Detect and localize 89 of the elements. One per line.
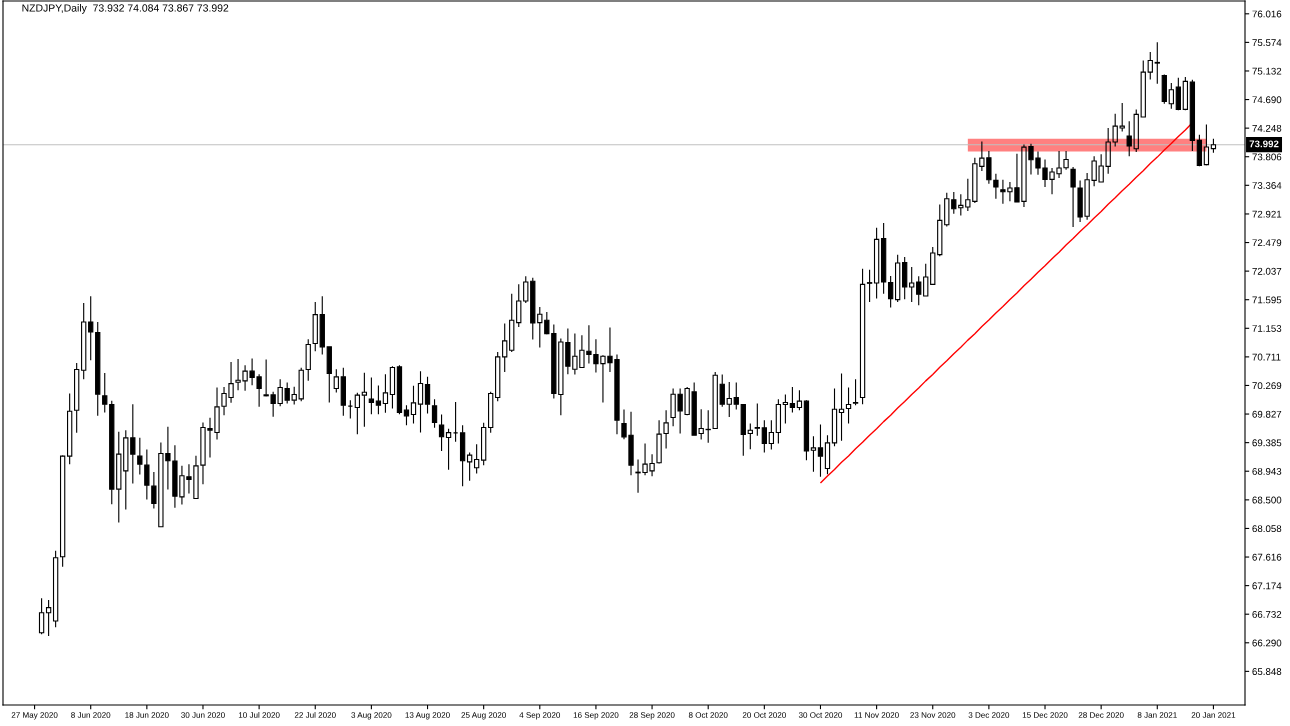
x-tick-label: 13 Aug 2020 [405, 712, 450, 720]
x-tick-label: 25 Aug 2020 [461, 712, 506, 720]
x-tick-label: 15 Dec 2020 [1022, 712, 1068, 718]
candlestick [438, 413, 445, 452]
x-tick-label: 8 Jun 2020 [71, 712, 111, 718]
y-tick-label: 73.364 [1252, 182, 1282, 189]
x-tick-label: 8 Jan 2021 [1137, 712, 1177, 718]
candlestick [319, 295, 325, 356]
candlestick [67, 392, 73, 465]
candlestick [1154, 41, 1160, 85]
candlestick [880, 222, 887, 295]
x-tick-label: 22 Jul 2020 [294, 711, 336, 718]
candlestick [789, 386, 796, 414]
x-tick-label: 11 Nov 2020 [854, 712, 899, 718]
x-tick-label: 30 Oct 2020 [798, 712, 843, 718]
y-tick-label: 71.153 [1252, 325, 1282, 332]
y-tick-label: 74.690 [1252, 96, 1282, 104]
candlestick [312, 301, 318, 352]
y-tick-label: 69.827 [1252, 410, 1282, 418]
x-tick-label: 3 Aug 2020 [351, 712, 392, 720]
y-tick-label: 75.574 [1252, 39, 1282, 47]
ref-line-label: 73.992 [1249, 140, 1279, 148]
candlestick [656, 419, 662, 464]
x-tick-label: 20 Oct 2020 [742, 712, 786, 718]
candlestick [45, 599, 52, 637]
x-tick-label: 23 Nov 2020 [910, 712, 956, 718]
x-tick-label: 30 Jun 2020 [181, 712, 225, 718]
x-tick-label: 4 Sep 2020 [519, 712, 561, 720]
candlestick [410, 385, 417, 425]
y-tick-label: 67.174 [1252, 582, 1282, 590]
candlestick [866, 269, 873, 303]
y-tick-label: 76.016 [1252, 10, 1282, 18]
y-tick-label: 65.848 [1252, 668, 1282, 675]
x-tick-label: 8 Oct 2020 [688, 712, 728, 718]
candlestick [810, 435, 817, 473]
candlestick [873, 227, 880, 300]
candlestick [88, 295, 94, 361]
y-tick-label: 67.616 [1252, 553, 1282, 561]
candlestick [466, 451, 473, 482]
candlestick [509, 293, 515, 353]
candlestick [354, 392, 361, 435]
y-tick-label: 70.711 [1252, 353, 1281, 361]
x-tick-label: 28 Dec 2020 [1078, 712, 1124, 718]
y-tick-label: 74.248 [1252, 124, 1282, 132]
candlestick [95, 321, 101, 417]
candlestick [81, 302, 87, 380]
x-tick-label: 20 Jan 2021 [1191, 712, 1236, 718]
candlestick [909, 266, 915, 303]
candlestick [817, 423, 824, 478]
chart-title: NZDJPY,Daily 73.932 74.084 73.867 73.992 [22, 4, 229, 14]
candlestick [1203, 123, 1210, 166]
candlestick [417, 370, 424, 434]
y-tick-label: 66.732 [1252, 610, 1282, 618]
candlestick [663, 409, 669, 450]
candlestick [803, 400, 810, 461]
x-tick-label: 10 Jul 2020 [238, 711, 280, 718]
candlestick [502, 323, 508, 373]
candlestick [375, 384, 382, 415]
candlestick [452, 401, 459, 443]
candlestick [993, 173, 999, 200]
y-tick-label: 69.385 [1252, 439, 1282, 447]
x-tick-label: 3 Dec 2020 [968, 712, 1010, 718]
y-tick-label: 68.943 [1252, 467, 1282, 475]
candlestick [473, 443, 480, 475]
candlestick [382, 373, 389, 414]
y-tick-label: 75.132 [1252, 67, 1282, 75]
x-tick-label: 18 Jun 2020 [125, 712, 169, 718]
y-tick-label: 68.058 [1252, 525, 1282, 533]
x-tick-label: 27 May 2020 [11, 712, 58, 720]
candlestick [340, 367, 346, 417]
y-tick-label: 66.290 [1252, 639, 1282, 647]
y-tick-label: 70.269 [1252, 382, 1282, 390]
x-tick-label: 16 Sep 2020 [573, 712, 619, 720]
candlestick [459, 424, 466, 487]
y-tick-label: 72.479 [1252, 239, 1282, 247]
y-tick-label: 72.921 [1252, 210, 1282, 218]
candlestick [831, 388, 838, 447]
candlestick [445, 428, 452, 471]
y-tick-label: 71.595 [1252, 296, 1282, 304]
candlestick [74, 362, 80, 434]
candlestick [768, 419, 775, 451]
candlestick [859, 268, 866, 405]
x-tick-label: 28 Sep 2020 [629, 712, 675, 720]
candlestick [326, 346, 332, 404]
candlestick [754, 402, 760, 437]
y-tick-label: 68.500 [1252, 496, 1282, 504]
candlestick [733, 381, 739, 411]
y-tick-label: 73.806 [1252, 153, 1282, 161]
y-tick-label: 72.037 [1252, 267, 1282, 275]
